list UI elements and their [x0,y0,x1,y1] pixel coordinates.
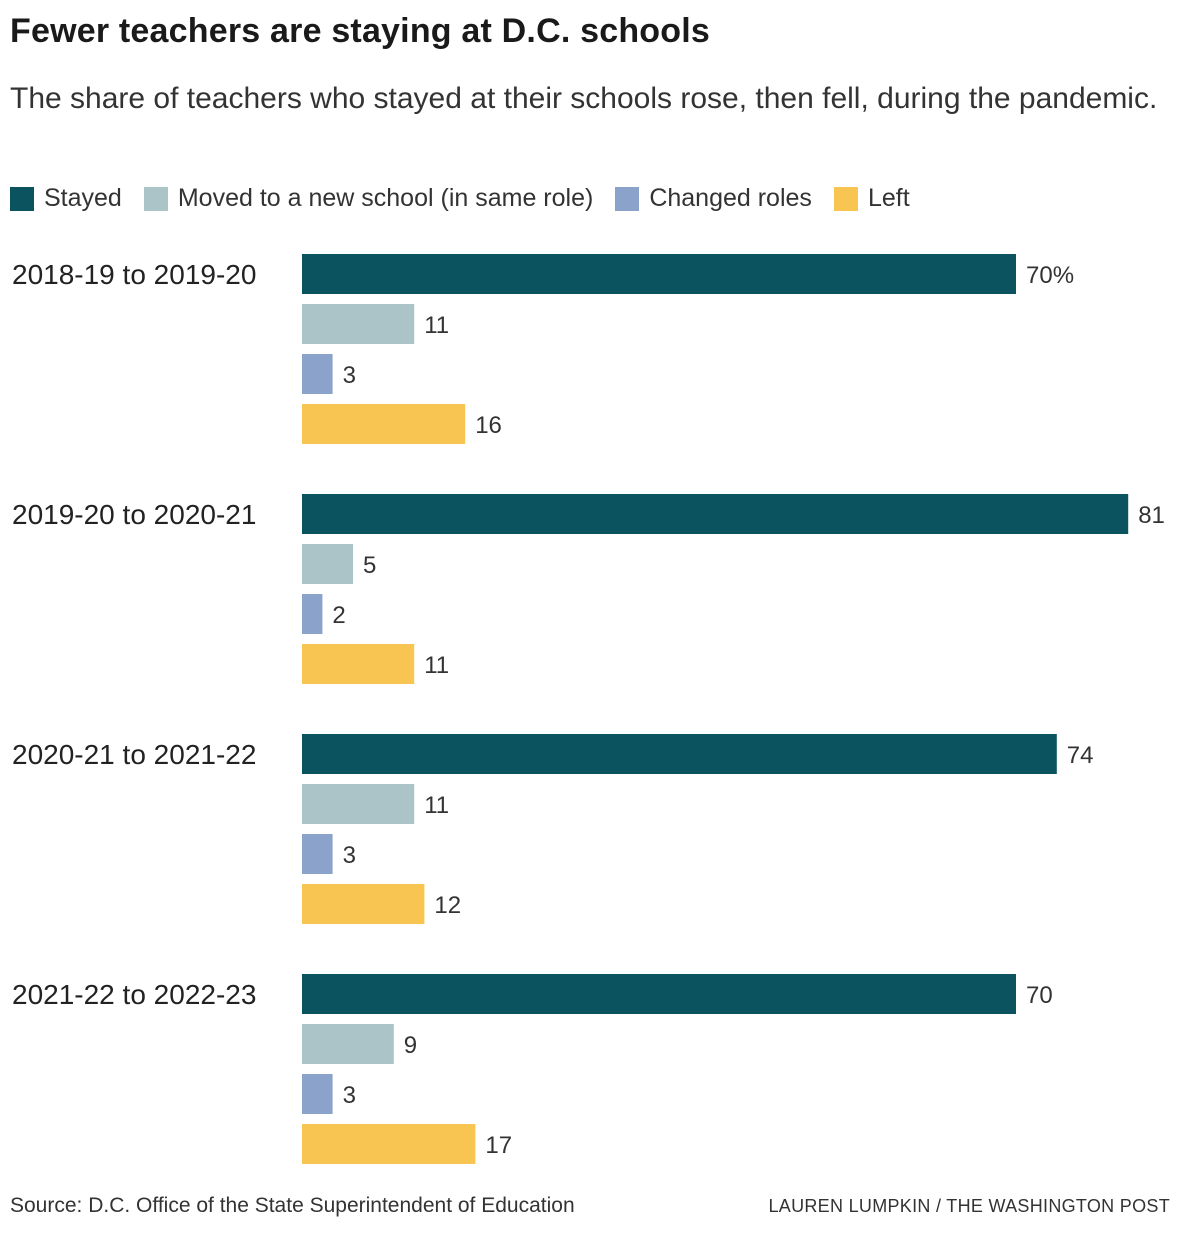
legend-label-left: Left [867,184,910,212]
bar-stayed [302,494,1129,534]
data-label: 11 [424,312,449,339]
bar-changed-roles [302,354,333,394]
data-label: 11 [424,652,449,679]
bar-left [302,404,466,444]
bar-changed-roles [302,1074,333,1114]
category-label: 2021-22 to 2022-23 [12,979,256,1010]
bar-changed-roles [302,834,333,874]
data-label: 16 [475,412,502,439]
data-label: 2 [332,602,345,629]
bar-stayed [302,974,1016,1014]
bar-moved [302,304,415,344]
legend: Stayed Moved to a new school (in same ro… [10,184,932,213]
category-label: 2020-21 to 2021-22 [12,739,256,770]
data-label: 70 [1026,982,1053,1009]
data-label: 12 [434,892,461,919]
bar-left [302,644,415,684]
bar-changed-roles [302,594,323,634]
bar-moved [302,1024,394,1064]
chart-subtitle: The share of teachers who stayed at thei… [10,82,1158,115]
legend-swatch-left [833,186,858,211]
category-label: 2019-20 to 2020-21 [12,499,256,530]
bar-stayed [302,734,1057,774]
legend-item-moved: Moved to a new school (in same role) [143,184,594,213]
bar-left [302,884,425,924]
legend-label-stayed: Stayed [44,184,122,212]
legend-swatch-changed-roles [615,186,640,211]
data-label: 17 [485,1132,512,1159]
legend-swatch-stayed [10,186,34,211]
data-label: 70% [1026,262,1074,289]
bar-left [302,1124,476,1164]
data-label: 3 [343,1082,356,1109]
data-label: 74 [1067,742,1094,769]
legend-item-stayed: Stayed [10,184,122,213]
legend-item-changed-roles: Changed roles [615,184,812,213]
data-label: 3 [343,362,356,389]
bar-moved [302,544,353,584]
legend-label-changed-roles: Changed roles [649,184,812,212]
data-label: 11 [424,792,449,819]
source-note: Source: D.C. Office of the State Superin… [10,1194,575,1217]
legend-item-left: Left [833,184,910,213]
data-label: 3 [343,842,356,869]
chart-title: Fewer teachers are staying at D.C. schoo… [10,12,711,50]
data-label: 9 [404,1032,417,1059]
category-label: 2018-19 to 2019-20 [12,259,256,290]
data-label: 81 [1138,502,1165,529]
bar-stayed [302,254,1016,294]
legend-swatch-moved [143,186,168,211]
data-label: 5 [363,552,376,579]
bar-moved [302,784,415,824]
credit-line: LAUREN LUMPKIN / THE WASHINGTON POST [768,1196,1170,1216]
legend-label-moved: Moved to a new school (in same role) [177,184,594,212]
